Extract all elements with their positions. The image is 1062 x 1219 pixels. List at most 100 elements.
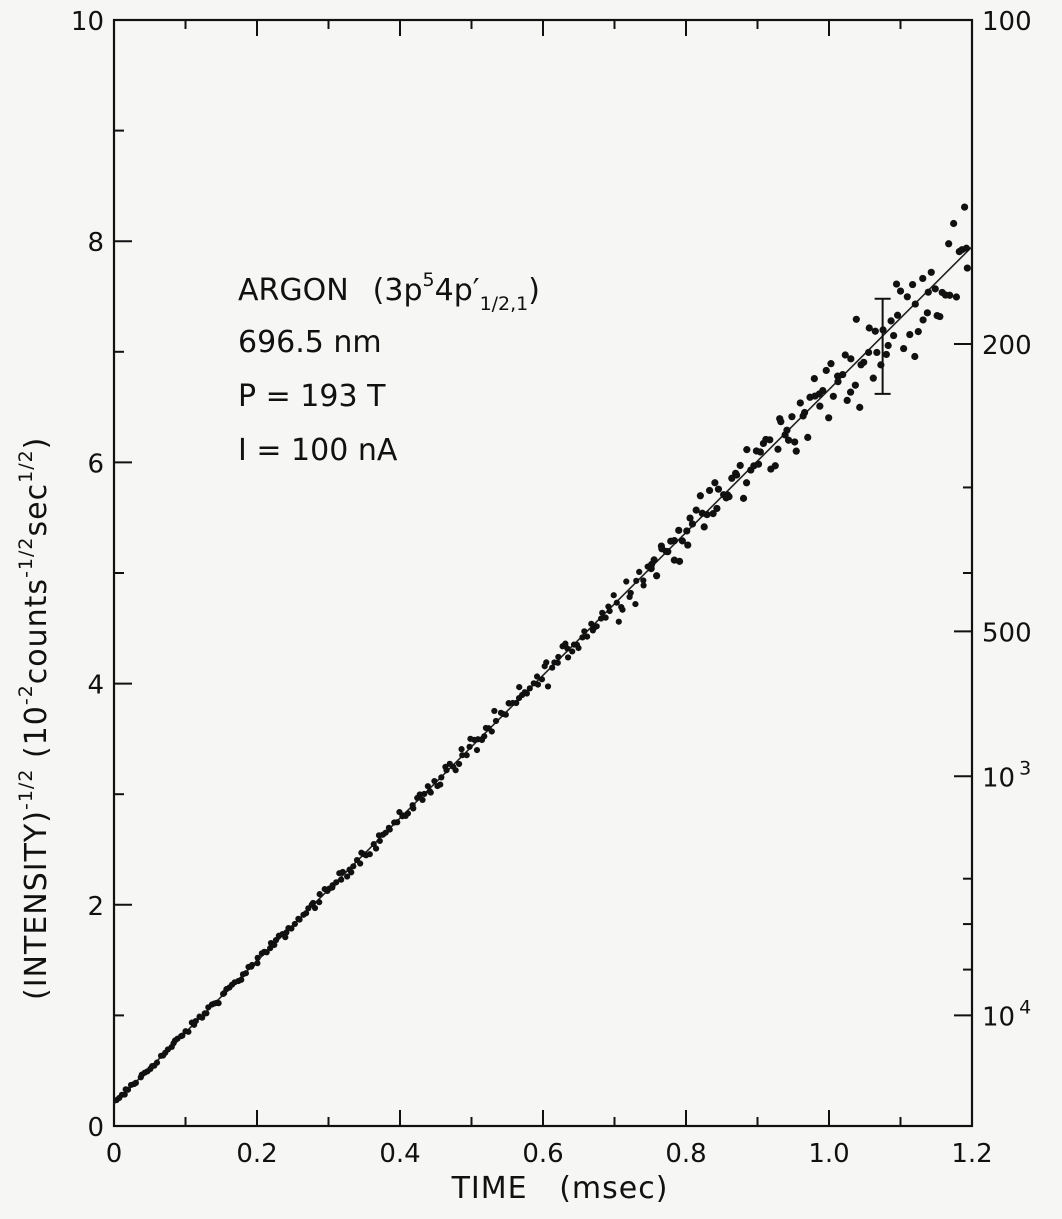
data-point <box>788 413 796 421</box>
data-point <box>851 381 859 389</box>
y-tick-label: 6 <box>87 449 104 479</box>
y-axis-title: (INTENSITY)-1/2 (10-2counts-1/2sec1/2) <box>15 437 54 1000</box>
data-point <box>523 690 530 697</box>
data-point <box>254 954 261 961</box>
data-point <box>963 264 971 272</box>
data-point <box>871 327 879 335</box>
x-tick-label: 0.2 <box>236 1139 277 1169</box>
data-point <box>443 767 450 774</box>
data-point <box>754 460 763 468</box>
data-point <box>463 752 470 759</box>
data-point <box>684 541 692 549</box>
y-tick-label: 2 <box>87 892 104 922</box>
data-point <box>688 520 697 528</box>
data-point <box>873 348 881 357</box>
data-point <box>924 288 932 296</box>
data-point <box>678 537 686 545</box>
data-point <box>893 311 902 319</box>
data-point <box>516 683 523 691</box>
data-point <box>960 203 969 211</box>
data-point <box>534 681 542 688</box>
data-point <box>792 447 800 455</box>
data-point <box>579 634 586 641</box>
data-point <box>350 863 357 870</box>
data-point <box>683 527 691 535</box>
data-point <box>890 331 898 340</box>
data-point <box>864 348 873 357</box>
data-point <box>860 358 868 366</box>
data-point <box>271 941 278 949</box>
data-point <box>121 1091 128 1098</box>
x-tick-label: 1.2 <box>951 1139 992 1169</box>
data-point <box>124 1086 132 1093</box>
y-tick-label: 10 <box>71 7 104 37</box>
data-point <box>215 1000 222 1007</box>
data-point <box>640 577 647 584</box>
data-point <box>372 845 380 852</box>
data-point <box>810 374 818 383</box>
y-axis-ticks: 0 2 4 6 8 10 <box>71 7 132 1143</box>
data-point <box>766 436 774 444</box>
data-point <box>344 873 351 880</box>
data-point <box>627 589 634 597</box>
data-point <box>952 293 961 301</box>
annotation-species: ARGON (3p54p′1/2,1) <box>238 269 540 315</box>
right-tick-label: 10 3 <box>982 757 1031 793</box>
data-point <box>936 312 944 321</box>
data-point <box>282 934 289 941</box>
data-point <box>650 556 658 564</box>
data-point <box>491 707 498 715</box>
data-point <box>733 471 741 479</box>
data-point <box>946 291 954 299</box>
data-point <box>632 600 639 608</box>
data-point <box>238 976 245 983</box>
data-point <box>816 402 824 410</box>
data-point <box>575 644 582 652</box>
data-point <box>593 623 600 630</box>
data-point <box>564 654 572 661</box>
data-point <box>653 572 661 580</box>
data-point <box>555 653 562 661</box>
data-point <box>962 244 971 252</box>
data-point <box>801 408 809 417</box>
data-point <box>692 506 700 514</box>
x-tick-label: 1.0 <box>808 1139 849 1169</box>
data-point <box>919 274 927 283</box>
data-point <box>533 673 541 680</box>
data-point <box>739 494 748 502</box>
x-tick-label: 0.4 <box>379 1139 420 1169</box>
data-point <box>711 479 719 487</box>
data-point <box>599 609 606 616</box>
y-tick-label: 0 <box>87 1113 104 1143</box>
data-point <box>291 920 298 928</box>
data-point <box>664 548 672 556</box>
annotation-wavelength: 696.5 nm <box>238 325 382 360</box>
data-point <box>613 599 620 606</box>
plot-frame <box>112 18 974 1128</box>
right-tick-label: 100 <box>982 7 1032 37</box>
data-point <box>348 869 355 876</box>
data-point <box>640 582 647 589</box>
data-point <box>473 746 481 754</box>
data-point <box>705 486 714 495</box>
data-point <box>481 733 488 740</box>
data-point <box>923 309 931 317</box>
data-point <box>822 366 830 375</box>
data-point <box>887 317 895 325</box>
data-point <box>709 510 717 518</box>
data-point <box>431 777 438 785</box>
data-point <box>839 370 847 379</box>
data-point <box>777 418 785 426</box>
data-point <box>132 1079 139 1086</box>
data-point <box>742 479 751 487</box>
data-point <box>906 330 914 339</box>
data-point <box>950 219 958 228</box>
data-point <box>424 783 431 790</box>
data-point <box>581 628 588 635</box>
data-point <box>153 1059 161 1066</box>
data-point <box>538 676 546 683</box>
data-point <box>455 760 463 768</box>
data-point <box>410 805 417 812</box>
data-point <box>544 683 552 690</box>
